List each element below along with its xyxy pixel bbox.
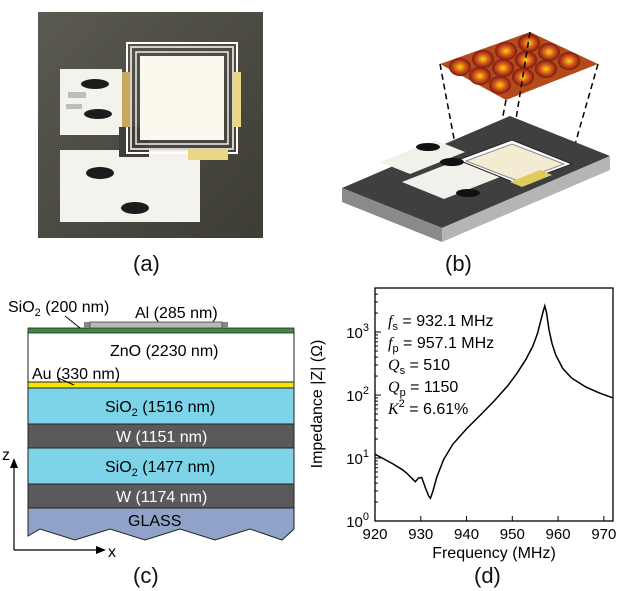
impedance-curve [374, 303, 614, 500]
layer-sio2-top [27, 327, 295, 334]
mode-shape-peaks [449, 34, 580, 94]
layer-label-glass: GLASS [128, 513, 181, 530]
x-tick-label: 930 [408, 526, 433, 543]
y-tick-label: 102 [346, 385, 369, 405]
param-qs: Qs = 510 [388, 357, 450, 377]
x-tick-label: 970 [591, 526, 616, 543]
layer-stack-panel: SiO2 (200 nm) Al (285 nm) ZnO (2230 nm) … [0, 282, 300, 562]
param-qp: Qp = 1150 [388, 379, 458, 399]
axis-x-label: x [108, 544, 116, 561]
y-tick-label: 100 [346, 511, 369, 531]
impedance-chart: 920 930 940 950 960 970 100 101 102 103 Frequenc… [309, 287, 616, 562]
x-tick-label: 940 [454, 526, 479, 543]
panel-label-a: (a) [133, 251, 160, 276]
micrograph-image [38, 12, 263, 238]
layer-sio2-1 [27, 387, 295, 425]
layer-label-sio2-2: SiO2 (1477 nm) [105, 459, 215, 479]
layer-label-zno: ZnO (2230 nm) [110, 343, 218, 360]
axis-z-label: z [2, 447, 10, 464]
resonance-params: fs = 932.1 MHz fp = 957.1 MHz Qs = 510 Q… [387, 313, 494, 418]
layer-label-au: Au (330 nm) [32, 366, 120, 383]
x-tick-label: 960 [546, 526, 571, 543]
layer-sio2-2 [27, 447, 295, 485]
param-fp: fp = 957.1 MHz [388, 335, 494, 355]
device-3d-render [342, 31, 610, 242]
top-oxide-label: SiO2 (200 nm) [8, 299, 109, 319]
layer-w-2 [27, 483, 295, 509]
param-k2: K2 = 6.61% [387, 398, 468, 418]
param-fs: fs = 932.1 MHz [388, 313, 494, 333]
panel-label-d: (d) [474, 563, 501, 588]
layer-glass [27, 507, 295, 541]
impedance-chart-panel: 920 930 940 950 960 970 100 101 102 103 Frequenc… [300, 282, 619, 562]
electrode-label: Al (285 nm) [135, 305, 218, 322]
micrograph-panel [38, 12, 263, 238]
layer-label-w-2: W (1174 nm) [116, 489, 207, 506]
panel-label-b: (b) [445, 251, 472, 276]
panel-label-c: (c) [133, 563, 159, 588]
layer-label-sio2-1: SiO2 (1516 nm) [105, 399, 215, 419]
device-3d-panel [340, 12, 615, 250]
stack-layers [27, 331, 295, 541]
y-axis-label: Impedance |Z| (Ω) [309, 340, 326, 469]
layer-stack-diagram: SiO2 (200 nm) Al (285 nm) ZnO (2230 nm) … [2, 299, 295, 561]
y-tick-label: 103 [346, 322, 369, 342]
x-tick-label: 920 [362, 526, 387, 543]
x-axis-label: Frequency (MHz) [432, 545, 556, 562]
layer-w-1 [27, 423, 295, 449]
layer-label-w-1: W (1151 nm) [116, 429, 207, 446]
x-tick-label: 950 [500, 526, 525, 543]
y-tick-label: 101 [346, 448, 369, 468]
